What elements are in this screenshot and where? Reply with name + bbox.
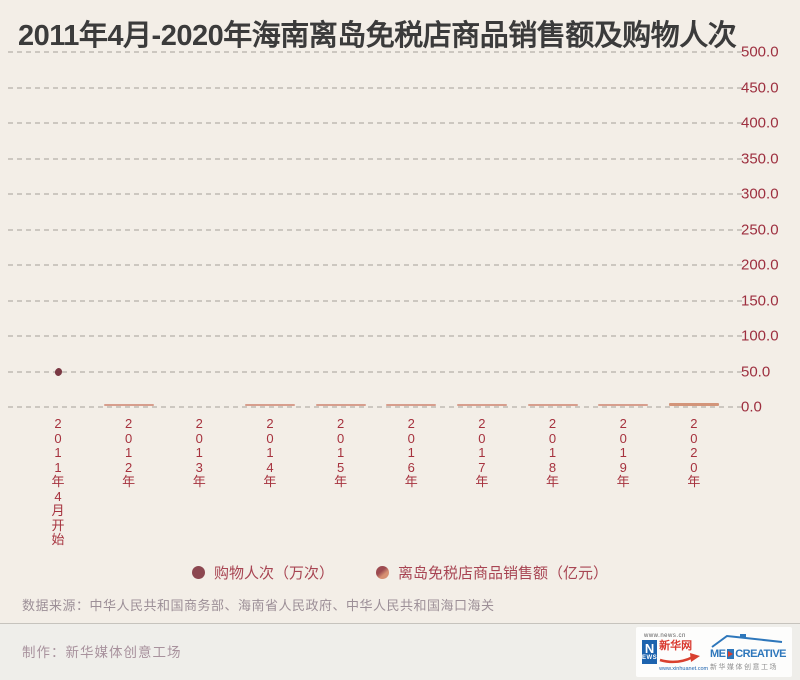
y-axis-tick: 250.0 — [741, 221, 779, 238]
credit-note: 制作：新华媒体创意工场 — [22, 645, 182, 660]
xinhuanet-n-letter: N — [644, 641, 655, 656]
gridline — [8, 86, 743, 89]
legend-item: 离岛免税店商品销售额（亿元） — [376, 562, 608, 583]
y-axis-tick: 0.0 — [741, 398, 762, 416]
xinhuanet-swoosh-icon — [659, 652, 701, 663]
medcreative-logo: ME CREATIVE 新华媒体创意工场 — [710, 633, 786, 672]
chart-plot-area: 500.0 450.0 400.0 350.0 300.0 250.0 200.0 150.0… — [8, 43, 779, 547]
data-source-note: 数据来源：中华人民共和国商务部、海南省人民政府、中华人民共和国海口海关 — [22, 598, 495, 613]
y-axis-tick: 350.0 — [741, 150, 779, 167]
legend-swatch-icon — [191, 566, 205, 579]
y-axis-tick: 200.0 — [741, 256, 779, 274]
xinhuanet-wordmark: 新华网 — [659, 639, 693, 652]
xinhuanet-logo: www.news.cn N EWS 新华网 www.xinhuanet.com — [642, 633, 708, 672]
medcreative-me: ME — [710, 647, 726, 660]
y-axis-tick: 500.0 — [741, 43, 779, 61]
gridline — [8, 264, 743, 266]
legend-label: 离岛免税店商品销售额（亿元） — [398, 565, 609, 582]
chart-legend: 购物人次（万次） 离岛免税店商品销售额（亿元） — [0, 562, 800, 583]
xinhuanet-n-icon: N EWS — [642, 639, 658, 664]
y-axis-tick: 450.0 — [741, 79, 779, 96]
footer-bar: 制作：新华媒体创意工场 www.news.cn N EWS 新华网 — [0, 623, 800, 680]
y-axis-tick: 400.0 — [741, 114, 779, 132]
xinhuanet-url-top: www.news.cn — [644, 632, 686, 639]
legend-label: 购物人次（万次） — [213, 565, 334, 582]
gridline — [8, 335, 743, 337]
sales-bar — [244, 404, 295, 406]
medcreative-subtitle: 新华媒体创意工场 — [710, 663, 778, 671]
sales-bar — [598, 404, 649, 406]
page-title: 2011年4月-2020年海南离岛免税店商品销售额及购物人次 — [18, 20, 737, 52]
gridline — [8, 193, 743, 195]
logo-panel: www.news.cn N EWS 新华网 www.xinhuanet.com — [636, 627, 792, 677]
legend-swatch-icon — [376, 566, 389, 579]
sales-bar — [456, 404, 507, 406]
y-axis-tick: 150.0 — [741, 292, 779, 309]
gridline — [8, 228, 743, 231]
gridline — [8, 51, 743, 53]
medcreative-play-icon — [726, 648, 735, 659]
sales-bar — [103, 404, 154, 406]
gridline — [8, 406, 743, 408]
y-axis-tick: 50.0 — [741, 363, 771, 380]
medcreative-wordmark: ME CREATIVE — [710, 648, 786, 660]
gridline — [8, 299, 743, 302]
medcreative-creative: CREATIVE — [735, 647, 786, 660]
sales-bar — [315, 404, 366, 406]
gridline — [8, 157, 743, 160]
legend-item: 购物人次（万次） — [191, 562, 334, 583]
y-axis-tick: 100.0 — [741, 327, 779, 345]
xinhuanet-ews-letters: EWS — [642, 655, 658, 661]
gridline — [8, 122, 743, 124]
visits-data-point — [53, 366, 63, 377]
sales-bar — [386, 404, 437, 406]
sales-bar — [668, 403, 719, 406]
xinhuanet-url-bottom: www.xinhuanet.com — [659, 665, 709, 672]
medcreative-roof-icon — [711, 633, 783, 648]
gridline — [8, 370, 743, 373]
y-axis-tick: 300.0 — [741, 185, 779, 203]
sales-bar — [527, 404, 578, 406]
